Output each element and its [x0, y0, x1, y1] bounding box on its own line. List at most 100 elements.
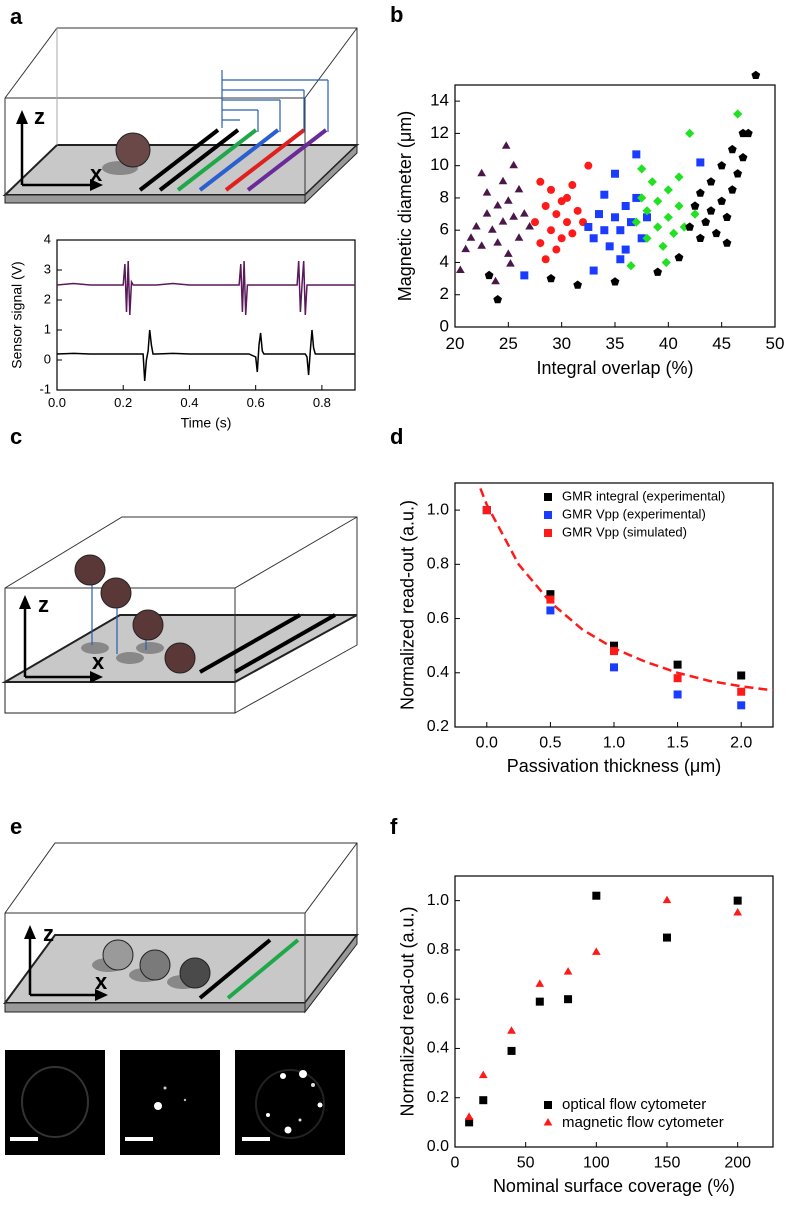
data-point	[563, 193, 571, 202]
data-point	[546, 274, 556, 283]
x-tick-label: 25	[499, 334, 518, 353]
data-point	[658, 241, 668, 251]
data-point	[509, 160, 518, 169]
data-point	[541, 255, 550, 264]
data-point	[595, 210, 603, 219]
data-point	[456, 265, 465, 273]
data-point	[493, 201, 502, 209]
data-point	[573, 206, 582, 215]
data-point	[610, 641, 618, 650]
data-point	[504, 196, 513, 204]
data-point	[626, 261, 636, 271]
y-tick-label: 0	[44, 351, 51, 366]
data-point	[616, 226, 625, 235]
data-point	[737, 701, 746, 710]
data-point	[627, 218, 635, 227]
data-point	[498, 176, 508, 185]
data-point	[466, 233, 476, 241]
data-point	[632, 150, 641, 159]
data-point	[589, 266, 598, 275]
data-point	[663, 933, 671, 942]
x-tick-label: 0	[451, 1155, 460, 1172]
data-point	[610, 277, 620, 286]
data-point	[610, 663, 618, 672]
y-tick-label: 0	[440, 316, 449, 335]
data-point	[685, 128, 695, 138]
y-tick-label: 10	[430, 155, 449, 174]
y-axis-title: Normalized read-out (a.u.)	[397, 500, 417, 710]
panel-label: e	[10, 814, 22, 839]
plot-frame	[454, 482, 774, 728]
y-tick-label: 1.0	[427, 892, 449, 909]
data-point	[696, 158, 705, 167]
x-tick-label: 20	[446, 334, 465, 353]
data-point	[507, 1026, 516, 1034]
x-axis-title: Integral overlap (%)	[536, 358, 693, 378]
data-point	[488, 225, 497, 233]
data-point	[563, 967, 573, 975]
data-point	[722, 212, 732, 221]
data-point	[674, 253, 684, 262]
y-tick-label: 0.2	[427, 718, 449, 735]
y-tick-label: 0.0	[427, 1138, 449, 1155]
data-point	[547, 185, 555, 194]
data-point	[696, 188, 705, 197]
axis-letter: z	[38, 592, 49, 617]
data-point	[509, 212, 518, 220]
data-point	[733, 908, 742, 916]
data-point	[712, 228, 721, 238]
data-point	[631, 217, 641, 227]
data-point	[541, 202, 550, 210]
data-point	[673, 690, 682, 699]
x-tick-label: 0.0	[476, 735, 498, 752]
data-point	[611, 169, 619, 178]
data-point	[564, 995, 573, 1004]
data-point	[696, 233, 705, 242]
data-point	[478, 1070, 488, 1079]
axis-letter: x	[92, 649, 105, 674]
data-point	[535, 979, 545, 987]
data-point	[531, 218, 539, 227]
data-point	[722, 238, 732, 247]
x-tick-label: 1.0	[603, 735, 625, 752]
data-point	[514, 184, 524, 193]
legend-label: GMR integral (experimental)	[562, 488, 725, 503]
data-point	[663, 212, 673, 222]
data-point	[653, 267, 662, 276]
legend-marker	[543, 1118, 553, 1126]
y-axis-title: Normalized read-out (a.u.)	[397, 906, 417, 1116]
y-tick-label: 6	[440, 220, 449, 239]
axis-letter: z	[43, 921, 54, 946]
data-point	[477, 168, 486, 177]
x-tick-label: 0.2	[114, 395, 132, 410]
panel-label: c	[10, 424, 22, 449]
x-tick-label: 0.4	[180, 395, 198, 410]
plot-frame	[454, 875, 774, 1148]
data-point	[679, 222, 689, 232]
legend-marker	[544, 511, 552, 519]
legend-marker	[544, 493, 552, 501]
data-point	[536, 239, 545, 248]
data-point	[461, 244, 470, 253]
x-tick-label: 1.5	[666, 735, 688, 752]
data-point	[491, 276, 500, 285]
data-point	[733, 109, 743, 119]
x-tick-label: 0.8	[313, 395, 331, 410]
data-point	[520, 209, 529, 217]
y-tick-label: 3	[44, 261, 51, 276]
legend-label: optical flow cytometer	[562, 1096, 706, 1113]
schematic-a	[2, 27, 360, 205]
y-axis-title: Sensor signal (V)	[9, 261, 25, 368]
data-point	[690, 201, 700, 210]
y-tick-label: 2	[440, 284, 449, 303]
data-point	[653, 196, 663, 206]
y-tick-label: 2	[44, 291, 51, 306]
data-point	[557, 234, 566, 243]
y-tick-label: 0.2	[427, 1089, 449, 1106]
data-point	[706, 206, 716, 215]
data-point	[637, 164, 647, 174]
data-point	[498, 217, 508, 225]
schematic-e	[3, 842, 360, 1014]
data-point	[701, 217, 710, 226]
